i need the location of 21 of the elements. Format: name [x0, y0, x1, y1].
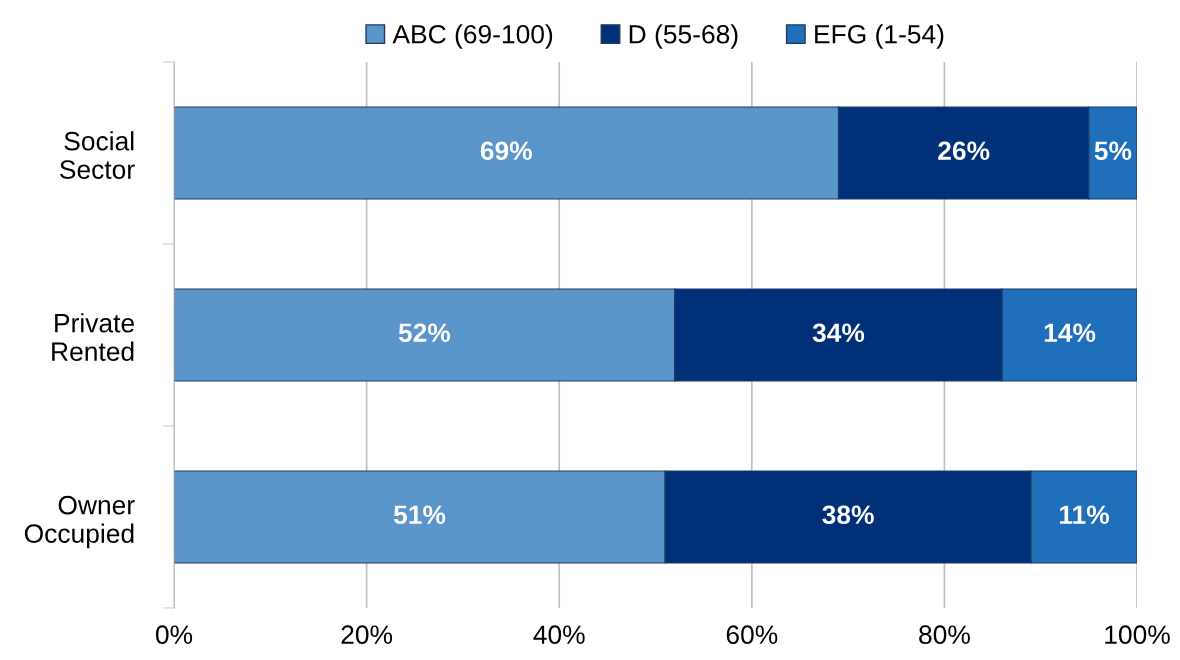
data-label: 11% — [1060, 505, 1110, 525]
y-tick-label: Social Sector — [60, 131, 135, 179]
x-tick-label: 80% — [919, 625, 970, 645]
x-tick-label: 40% — [533, 625, 585, 645]
x-tick-label: 20% — [341, 625, 393, 645]
x-tick-label: 0% — [155, 625, 193, 645]
data-label: 14% — [1044, 323, 1096, 343]
x-tick-label: 60% — [726, 625, 778, 645]
data-label: 5% — [1094, 141, 1132, 161]
data-label: 52% — [398, 323, 451, 343]
legend-label: ABC (69-100) — [392, 24, 553, 49]
data-label: 26% — [938, 141, 990, 161]
data-label: 69% — [480, 141, 532, 161]
legend-label: D (55-68) — [629, 24, 738, 49]
x-tick-label: 100% — [1105, 625, 1170, 645]
data-label: 34% — [812, 323, 865, 343]
data-label: 38% — [822, 505, 874, 525]
y-tick-label: Owner Occupied — [24, 495, 135, 549]
legend-label: EFG (1-54) — [815, 24, 944, 49]
y-tick-label: Private Rented — [52, 313, 134, 361]
data-label: 51% — [393, 505, 446, 525]
